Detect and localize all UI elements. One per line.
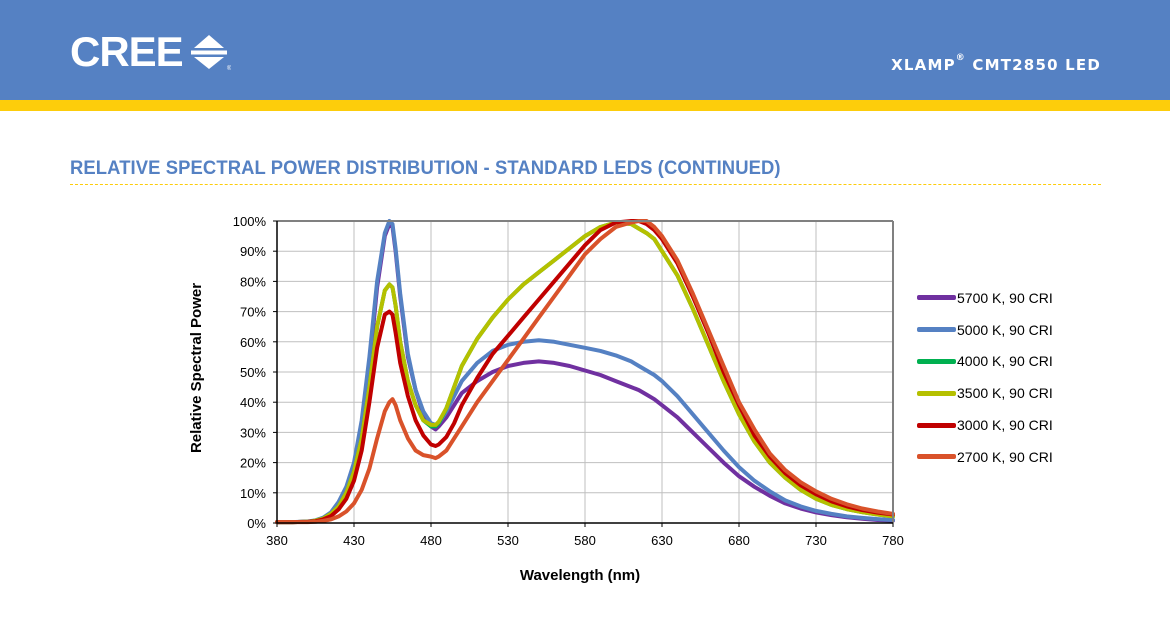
product-prefix: XLAMP: [891, 56, 956, 74]
x-axis-label: Wavelength (nm): [520, 567, 640, 584]
y-tick-label: 10%: [240, 486, 266, 501]
y-axis-label: Relative Spectral Power: [188, 283, 205, 453]
x-tick-label: 580: [574, 533, 596, 548]
y-tick-label: 80%: [240, 274, 266, 289]
y-tick-label: 60%: [240, 335, 266, 350]
x-tick-label: 780: [882, 533, 904, 548]
legend-label: 4000 K, 90 CRI: [957, 353, 1053, 370]
legend-item: 5700 K, 90 CRI: [917, 282, 1053, 314]
chart-legend: 5700 K, 90 CRI 5000 K, 90 CRI 4000 K, 90 C…: [917, 282, 1053, 473]
x-tick-label: 430: [343, 533, 365, 548]
legend-swatch: [917, 390, 956, 396]
product-registered-mark: ®: [955, 53, 966, 63]
y-tick-label: 100%: [233, 214, 267, 229]
chart-axes: [273, 220, 894, 527]
y-tick-label: 0%: [247, 516, 266, 531]
y-tick-label: 40%: [240, 395, 266, 410]
page-header: [0, 0, 1170, 100]
legend-item: 3000 K, 90 CRI: [917, 409, 1053, 441]
legend-swatch: [917, 454, 956, 460]
y-tick-label: 70%: [240, 305, 266, 320]
product-name: XLAMP® CMT2850 LED: [891, 53, 1101, 74]
legend-label: 3500 K, 90 CRI: [957, 385, 1053, 402]
legend-label: 5000 K, 90 CRI: [957, 321, 1053, 338]
legend-swatch: [917, 295, 956, 301]
legend-label: 2700 K, 90 CRI: [957, 448, 1053, 465]
x-tick-label: 680: [728, 533, 750, 548]
y-tick-label: 20%: [240, 456, 266, 471]
product-suffix: CMT2850 LED: [965, 56, 1101, 74]
y-tick-label: 30%: [240, 425, 266, 440]
series-line-2700k: [275, 219, 895, 525]
cree-logo: CREE ®: [70, 28, 231, 75]
registered-mark: ®: [227, 65, 231, 71]
chart-series: [275, 219, 895, 525]
cree-double-arrow-logo-icon: ®: [190, 35, 231, 71]
series-line-3000k: [275, 219, 895, 525]
legend-item: 4000 K, 90 CRI: [917, 346, 1053, 378]
x-tick-labels: 380 430 480 530 580 630 680 730 780: [266, 533, 904, 548]
legend-item: 3500 K, 90 CRI: [917, 377, 1053, 409]
x-tick-label: 730: [805, 533, 827, 548]
legend-label: 5700 K, 90 CRI: [957, 289, 1053, 306]
legend-label: 3000 K, 90 CRI: [957, 417, 1053, 434]
legend-item: 5000 K, 90 CRI: [917, 314, 1053, 346]
section-title: RELATIVE SPECTRAL POWER DISTRIBUTION - S…: [70, 158, 781, 179]
x-tick-label: 630: [651, 533, 673, 548]
y-tick-label: 90%: [240, 244, 266, 259]
legend-item: 2700 K, 90 CRI: [917, 441, 1053, 473]
x-tick-label: 480: [420, 533, 442, 548]
y-tick-label: 50%: [240, 365, 266, 380]
legend-swatch: [917, 422, 956, 428]
section-divider: [70, 184, 1101, 185]
legend-swatch: [917, 327, 956, 333]
x-tick-label: 530: [497, 533, 519, 548]
legend-swatch: [917, 358, 956, 364]
x-tick-label: 380: [266, 533, 288, 548]
y-tick-labels: 0% 10% 20% 30% 40% 50% 60% 70% 80% 90% 100%: [233, 214, 267, 531]
brand-name: CREE: [70, 28, 184, 75]
header-accent-stripe: [0, 100, 1170, 111]
